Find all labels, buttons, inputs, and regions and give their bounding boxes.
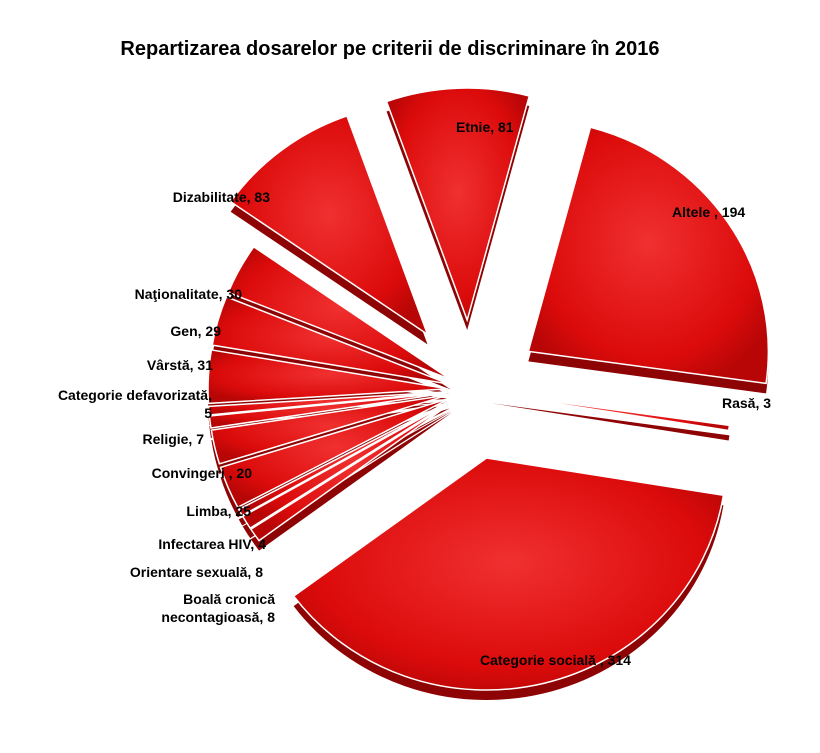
pie-slice-infectarea-hiv [237, 399, 452, 517]
pie-slice-categorie-defavorizată [207, 391, 449, 416]
slice-label: Orientare sexuală, 8 [130, 564, 263, 580]
slice-label: Etnie, 81 [456, 119, 514, 135]
slice-label: Gen, 29 [170, 323, 221, 339]
pie-slice-limba [219, 397, 451, 509]
pie-slice-boală-cronică-necontagioasă [249, 401, 453, 542]
slice-label: Religie, 7 [143, 431, 205, 447]
slice-label: Categorie defavorizată, 5 [58, 387, 212, 421]
pie-slice-etnie [385, 87, 531, 323]
slice-label: Convingeri , 20 [152, 465, 253, 481]
slice-label: Dizabilitate, 83 [173, 189, 270, 205]
slice-label: Vârstă, 31 [147, 357, 213, 373]
pie-slice-rasă [491, 392, 731, 432]
pie-slice-naţionalitate [227, 245, 452, 381]
pie-slice-gen [211, 295, 450, 385]
slice-label: Limba, 25 [186, 503, 251, 519]
pie-slice-religie [208, 392, 449, 429]
slice-label: Categorie socială , 314 [480, 652, 631, 668]
chart-title: Repartizarea dosarelor pe criterii de di… [120, 38, 660, 60]
slice-label: Infectarea HIV, 4 [158, 536, 266, 552]
pie-slice-vârstă [207, 349, 449, 405]
slice-label: Altele , 194 [672, 204, 745, 220]
pie-slice-orientare-sexuală [241, 400, 452, 530]
slice-label: Rasă, 3 [722, 395, 771, 411]
pie-slice-altele [527, 126, 770, 385]
slice-label: Boală cronică necontagioasă, 8 [161, 591, 275, 625]
pie-slice-dizabilitate [229, 114, 430, 337]
pie-slice-depth [250, 412, 452, 551]
pie-slice-depth [491, 403, 730, 441]
pie-slice-layer [207, 87, 770, 691]
slice-label: Naţionalitate, 30 [135, 286, 243, 302]
pie-label-layer: Altele , 194 Rasă, 3 Categorie socială , 3… [58, 119, 771, 668]
pie-slice-convingeri [210, 394, 449, 465]
pie-slice-categorie-socială [292, 457, 725, 691]
